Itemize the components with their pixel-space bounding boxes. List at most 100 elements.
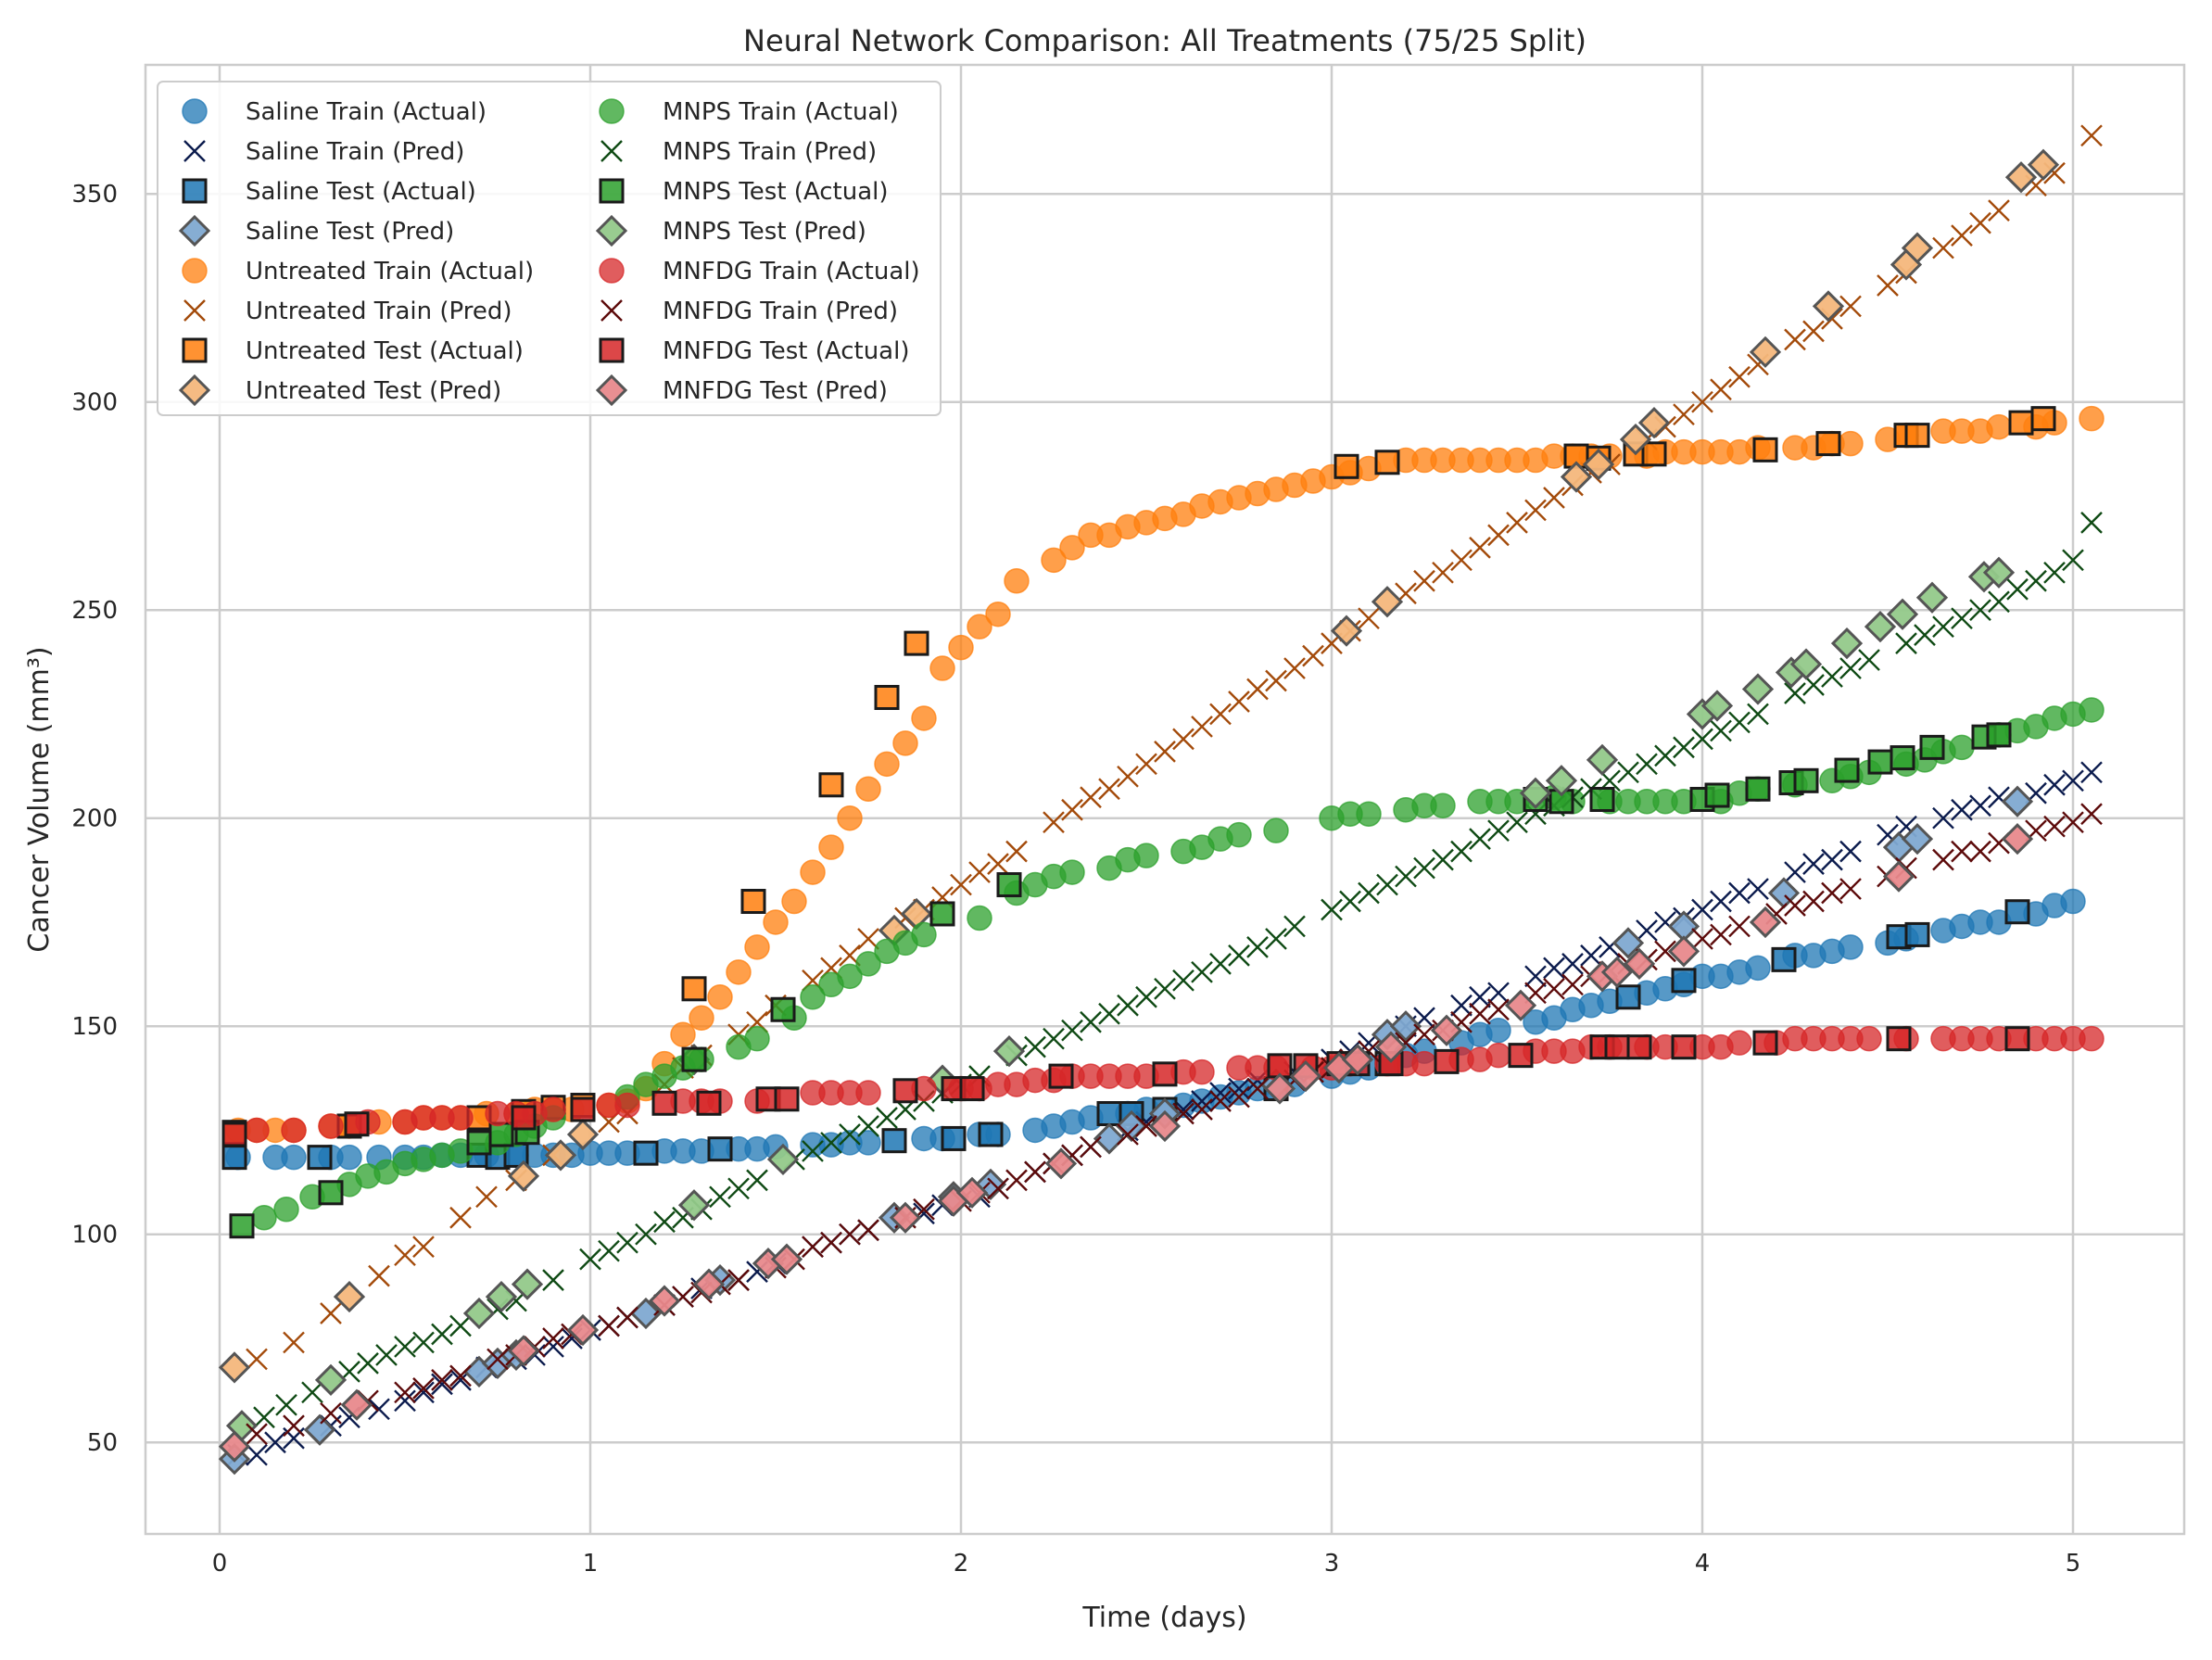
x-mark-stroke — [579, 1248, 601, 1271]
legend-label: Untreated Test (Actual) — [246, 337, 524, 365]
data-point — [1752, 1030, 1778, 1056]
data-point — [1228, 1085, 1250, 1109]
x-mark-stroke — [1969, 599, 1991, 622]
data-point — [1172, 969, 1194, 992]
data-point — [1450, 549, 1473, 572]
legend-label: MNPS Test (Pred) — [663, 218, 866, 246]
y-tick-label: 250 — [71, 597, 118, 625]
data-point — [689, 1005, 714, 1031]
data-point — [763, 909, 789, 935]
data-point — [566, 1118, 600, 1151]
data-point — [1812, 290, 1845, 323]
data-point — [246, 1423, 268, 1446]
legend-item: Untreated Test (Pred) — [178, 374, 501, 407]
x-mark-stroke — [1636, 919, 1658, 942]
legend-marker — [182, 337, 208, 363]
data-point — [1901, 823, 1934, 855]
data-point — [318, 1180, 344, 1206]
x-mark-stroke — [857, 928, 879, 950]
x-mark-stroke — [1358, 607, 1380, 630]
data-point — [1411, 1050, 1437, 1077]
legend-marker — [183, 140, 206, 162]
data-point — [1302, 644, 1324, 667]
data-point — [1080, 786, 1102, 809]
data-point — [874, 684, 900, 710]
data-point — [633, 1140, 659, 1166]
x-mark-stroke — [709, 1185, 731, 1209]
legend-item: Untreated Train (Actual) — [182, 258, 534, 285]
data-point — [448, 1105, 474, 1131]
data-point — [677, 1189, 711, 1222]
data-point — [542, 1269, 564, 1291]
series-saline-test-pred — [218, 785, 2034, 1476]
legend-label: Saline Test (Pred) — [246, 218, 454, 246]
data-point — [770, 1243, 803, 1275]
data-point — [1710, 719, 1732, 742]
data-point — [394, 1336, 416, 1358]
x-mark-stroke — [820, 1132, 842, 1154]
data-point — [1024, 1035, 1046, 1058]
series-untreated-test-actual — [221, 406, 2056, 1146]
data-point — [1582, 448, 1615, 481]
data-point — [394, 1244, 416, 1267]
data-point — [929, 655, 955, 681]
x-mark-stroke — [1469, 985, 1491, 1008]
data-point — [876, 1107, 898, 1129]
x-mark-stroke — [1654, 940, 1676, 963]
x-mark-stroke — [1506, 811, 1528, 834]
legend-marker — [182, 178, 208, 204]
x-mark-stroke — [542, 1269, 564, 1291]
legend-item: Saline Test (Actual) — [182, 178, 476, 206]
x-mark-stroke — [2062, 769, 2084, 792]
data-point — [340, 1388, 373, 1421]
data-point — [696, 1090, 722, 1116]
x-axis-title: Time (days) — [1081, 1602, 1246, 1634]
data-point — [1376, 873, 1398, 896]
x-mark-stroke — [727, 1269, 750, 1291]
data-point — [967, 614, 992, 640]
x-mark-stroke — [1802, 320, 1825, 343]
data-point — [1882, 860, 1915, 893]
data-point — [303, 1413, 336, 1446]
legend-label: Saline Test (Actual) — [246, 178, 476, 206]
data-point — [1334, 453, 1359, 479]
x-mark-stroke — [2006, 577, 2029, 601]
data-point — [1636, 753, 1658, 776]
x-mark-stroke — [1839, 657, 1862, 679]
data-point — [2080, 124, 2103, 147]
x-mark-stroke — [1710, 890, 1732, 913]
x-mark-stroke — [246, 1423, 268, 1446]
data-point — [2079, 405, 2105, 432]
data-point — [1839, 657, 1862, 679]
data-point — [1024, 1160, 1046, 1184]
data-point — [1654, 940, 1676, 963]
x-mark-stroke — [1747, 878, 1769, 900]
x-mark-stroke — [1691, 928, 1713, 950]
data-point — [1191, 1090, 1213, 1112]
x-mark-stroke — [1117, 1123, 1139, 1146]
x-mark-stroke — [727, 1177, 750, 1200]
data-point — [1469, 1002, 1491, 1025]
data-point — [244, 1117, 270, 1144]
data-point — [727, 1177, 750, 1200]
data-point — [1654, 744, 1676, 767]
data-point — [598, 1239, 620, 1262]
data-point — [1543, 957, 1565, 980]
data-point — [1986, 722, 2012, 748]
x-mark-stroke — [1932, 615, 1954, 639]
data-point — [744, 1025, 770, 1052]
x-mark-stroke — [1951, 798, 1973, 821]
data-point — [368, 1398, 390, 1421]
data-point — [1793, 767, 1819, 793]
x-mark-stroke — [1839, 295, 1862, 318]
data-point — [1700, 690, 1734, 722]
data-point — [2027, 148, 2060, 181]
data-point — [1951, 840, 1973, 863]
data-point — [692, 1268, 726, 1300]
x-mark-stroke — [820, 1231, 842, 1254]
data-point — [1726, 1030, 1752, 1056]
x-mark-stroke — [1172, 728, 1194, 751]
x-mark-stroke — [1543, 957, 1565, 980]
data-point — [968, 861, 991, 883]
data-point — [1877, 274, 1899, 297]
